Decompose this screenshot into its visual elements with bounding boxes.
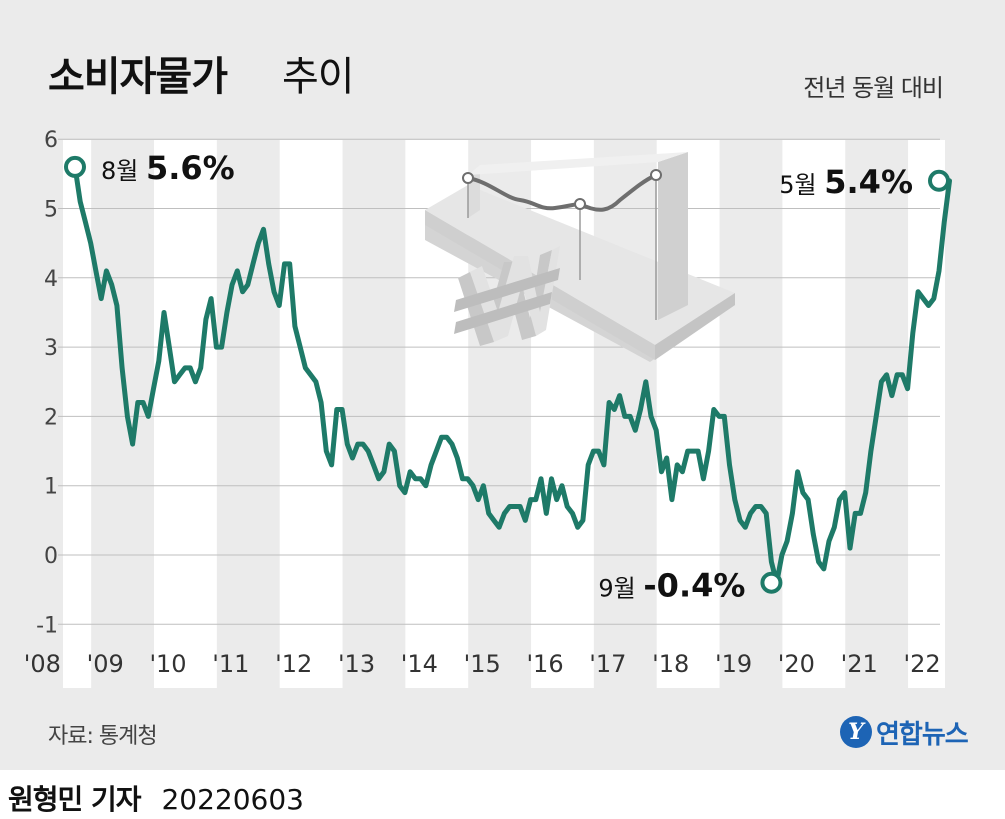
year-stripe <box>279 140 343 688</box>
annotation-month: 5월 <box>779 171 824 199</box>
byline: 원형민 기자 20220603 <box>8 778 304 818</box>
annotation-month: 9월 <box>598 575 643 603</box>
y-tick-label: 4 <box>44 267 58 292</box>
unit-label: 전년 동월 대비 <box>803 74 944 102</box>
annotation-marker <box>64 155 86 178</box>
publish-date: 20220603 <box>161 783 304 816</box>
reporter-name: 원형민 기자 <box>8 783 142 816</box>
y-tick-label: 1 <box>44 475 58 500</box>
annotation-value: 5.4% <box>824 163 913 201</box>
annotations: 8월 5.6% 9월 -0.4% 5월 5.4% <box>64 149 950 605</box>
x-tick-label: '21 <box>841 650 878 678</box>
page-subtitle: 추이 <box>282 54 355 100</box>
x-tick-label: '12 <box>275 650 312 678</box>
x-tick-label: '18 <box>652 650 689 678</box>
logo-text: 연합뉴스 <box>876 719 969 750</box>
annotation-label: 5월 5.4% <box>779 163 913 201</box>
x-axis: '08 '09 '10 '11 '12 '13 '14 '15 '16 '17 '18 '19 '20 '… <box>24 650 941 678</box>
x-tick-label: '17 <box>589 650 626 678</box>
x-tick-label: '13 <box>338 650 375 678</box>
x-tick-label: '15 <box>464 650 501 678</box>
won-price-chart-illustration-icon <box>425 152 735 362</box>
x-tick-label: '22 <box>903 650 940 678</box>
won-sign-icon <box>454 246 560 346</box>
x-tick-label: '10 <box>149 650 186 678</box>
y-tick-label: 6 <box>44 128 58 153</box>
annotation-value: 5.6% <box>146 149 235 187</box>
annotation-month: 8월 <box>101 157 146 185</box>
news-logo: Y 연합뉴스 <box>840 712 969 752</box>
x-tick-label: '14 <box>401 650 438 678</box>
year-stripe <box>154 140 217 688</box>
y-tick-label: 5 <box>44 198 58 223</box>
year-stripe <box>782 140 846 688</box>
y-tick-label: 2 <box>44 405 58 430</box>
y-tick-label: 3 <box>44 336 58 361</box>
line-chart: 6 5 4 3 2 1 0 -1 '08 '09 '10 '11 '12 '13 '14 '15 '16 '17… <box>24 128 952 688</box>
x-tick-label: '09 <box>87 650 124 678</box>
y-tick-label: -1 <box>36 613 58 638</box>
series-line <box>72 164 952 586</box>
y-tick-label: 0 <box>44 544 58 569</box>
annotation-label: 8월 5.6% <box>101 149 235 187</box>
yonhap-logo-icon: Y <box>840 716 872 748</box>
annotation-value: -0.4% <box>643 567 745 605</box>
x-tick-label: '08 <box>24 650 61 678</box>
annotation-marker <box>760 571 783 594</box>
page-title: 소비자물가 <box>48 54 228 100</box>
annotation-marker <box>928 169 950 192</box>
year-stripe <box>908 140 945 688</box>
y-axis: 6 5 4 3 2 1 0 -1 <box>36 128 58 638</box>
x-tick-label: '11 <box>212 650 249 678</box>
source-label: 자료: 통계청 <box>48 724 158 749</box>
x-tick-label: '16 <box>526 650 563 678</box>
annotation-label: 9월 -0.4% <box>598 567 745 605</box>
x-tick-label: '20 <box>778 650 815 678</box>
x-tick-label: '19 <box>715 650 752 678</box>
